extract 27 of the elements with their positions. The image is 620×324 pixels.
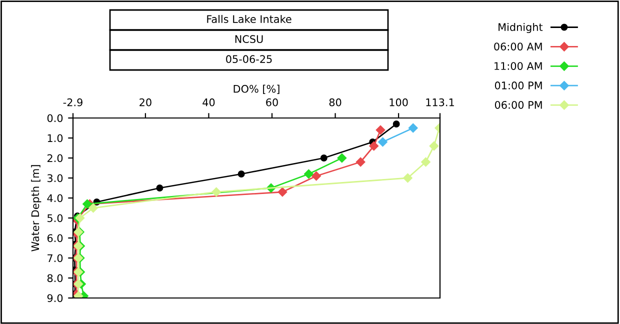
x-tick-label: 100 [390, 98, 408, 106]
y-tick-label: 4.0 [47, 194, 63, 202]
x-axis-title: DO% [%] [234, 84, 280, 94]
legend-label: 11:00 AM [494, 62, 542, 70]
x-tick-label: 60 [266, 98, 278, 106]
y-tick-label: 1.0 [48, 134, 63, 142]
legend-label: 01:00 PM [494, 82, 542, 90]
y-tick-label: 5.0 [48, 214, 63, 222]
y-tick-label: 7.0 [48, 254, 63, 262]
y-tick-label: 2.0 [47, 154, 63, 162]
legend-label: 06:00 PM [494, 100, 542, 109]
x-tick-label: 113.1 [426, 98, 454, 106]
legend-label: 06:00 AM [494, 42, 542, 50]
x-tick-label: -2.9 [63, 98, 82, 106]
y-tick-label: 3.0 [48, 174, 63, 182]
chart-subtitle: NCSU [235, 35, 263, 44]
text: 05-06-25 [226, 55, 272, 64]
y-tick-label: 0.0 [47, 114, 63, 122]
y-tick-label: 9.0 [47, 294, 63, 302]
chart-title: Falls Lake Intake [207, 14, 292, 24]
x-tick-label: 20 [140, 98, 152, 106]
y-tick-label: 6.0 [47, 234, 63, 242]
y-axis-title: Water Depth [m] [31, 165, 42, 252]
legend-label: Midnight [498, 22, 543, 34]
y-tick-label: 8.0 [47, 274, 63, 282]
x-tick-label: 40 [202, 98, 215, 106]
x-tick-label: 80 [329, 98, 342, 106]
